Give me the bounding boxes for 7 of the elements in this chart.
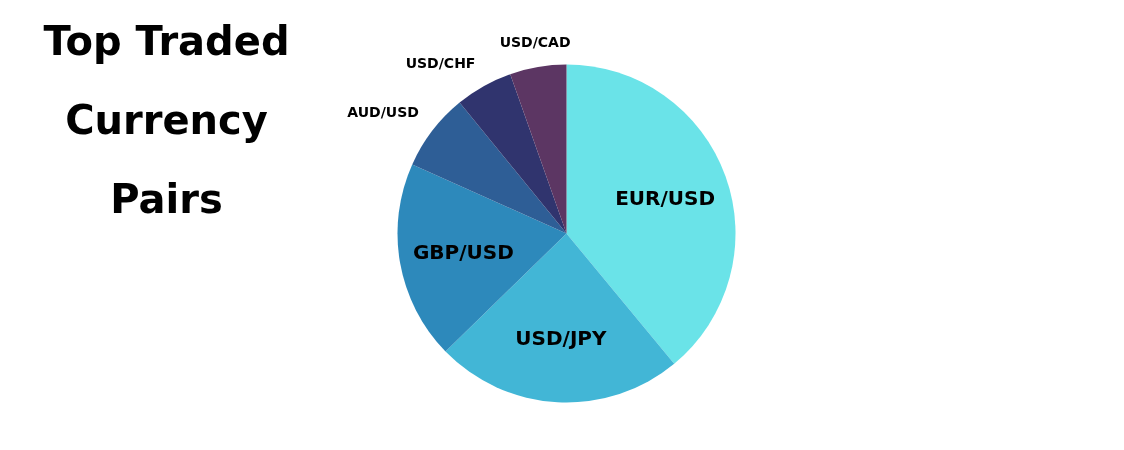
slice-label: EUR/USD xyxy=(615,186,716,211)
slice-label: USD/CAD xyxy=(499,34,571,51)
slice-label: USD/CHF xyxy=(405,55,476,72)
slice-label: GBP/USD xyxy=(412,239,514,264)
slice-label: USD/JPY xyxy=(515,326,607,351)
text: Top Traded Currency Pairs xyxy=(43,17,290,222)
slice-label: AUD/USD xyxy=(347,104,419,121)
